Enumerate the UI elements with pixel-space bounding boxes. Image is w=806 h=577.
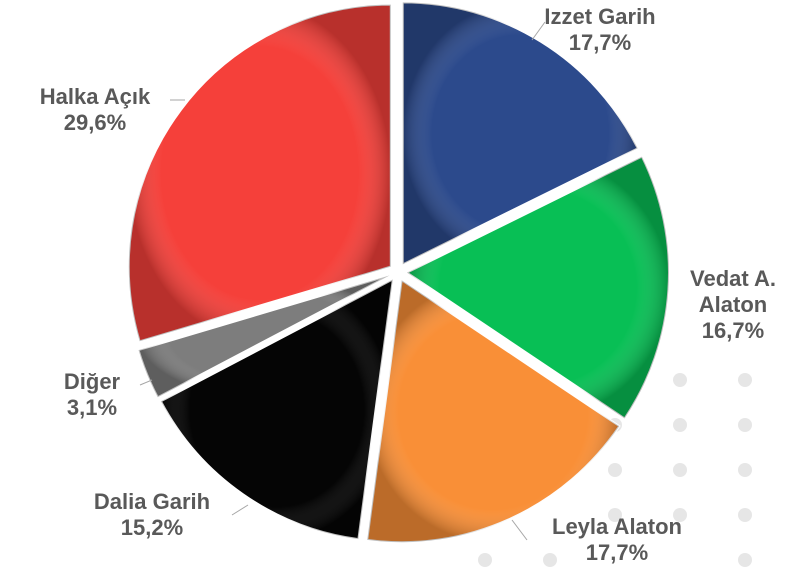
label-value: 3,1% — [66, 395, 118, 420]
label-name: Izzet Garih — [544, 4, 656, 29]
label-value: 17,7% — [585, 540, 649, 565]
leader-line — [511, 519, 528, 541]
slice-label: Vedat A. Alaton 16,7% — [678, 266, 788, 344]
slice-label: Diğer 3,1% — [0, 369, 187, 421]
slice-label: Halka Açık 29,6% — [0, 84, 190, 136]
label-value: 15,2% — [120, 515, 184, 540]
label-name: Vedat A. Alaton — [690, 266, 776, 317]
label-value: 29,6% — [63, 110, 127, 135]
leader-line — [531, 21, 546, 41]
label-name: Diğer — [63, 369, 121, 394]
leader-line — [231, 504, 249, 516]
slice-label: Leyla Alaton 17,7% — [522, 514, 712, 566]
label-value: 17,7% — [568, 30, 632, 55]
leader-line — [139, 379, 153, 386]
slice-label: Izzet Garih 17,7% — [505, 4, 695, 56]
label-name: Halka Açık — [39, 84, 151, 109]
label-name: Dalia Garih — [93, 489, 211, 514]
label-name: Leyla Alaton — [552, 514, 682, 539]
slice-label: Dalia Garih 15,2% — [57, 489, 247, 541]
label-value: 16,7% — [701, 318, 765, 343]
